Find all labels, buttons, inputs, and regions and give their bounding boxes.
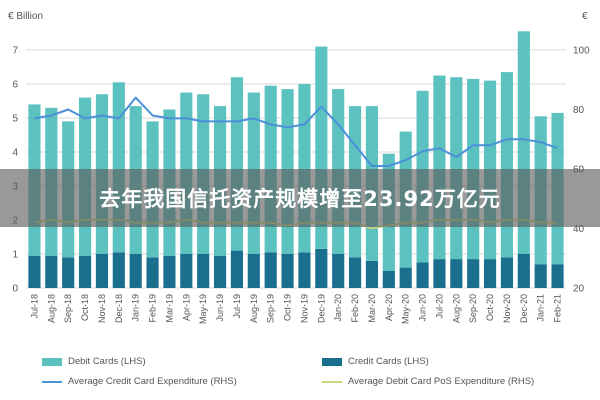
- left-tick-label: 7: [12, 46, 18, 57]
- left-axis-unit: € Billion: [8, 11, 43, 22]
- right-tick-label: 80: [573, 105, 585, 116]
- bar-credit-cards: [213, 255, 227, 288]
- x-tick-label: Feb-20: [350, 294, 360, 323]
- bar-credit-cards: [28, 255, 41, 288]
- x-tick-label: Apr-19: [181, 294, 191, 321]
- bar-credit-cards: [500, 257, 514, 288]
- bar-credit-cards: [247, 254, 260, 288]
- x-tick-label: Jan-21: [536, 294, 546, 322]
- bar-credit-cards: [450, 259, 463, 288]
- bar-credit-cards: [315, 248, 328, 288]
- x-tick-label: Jul-18: [29, 294, 39, 319]
- x-tick-label: May-20: [401, 294, 411, 324]
- x-tick-label: Jun-19: [215, 294, 225, 322]
- x-tick-label: Aug-18: [46, 294, 56, 323]
- legend-item-credit-cards: Credit Cards (LHS): [322, 356, 429, 367]
- bar-credit-cards: [416, 262, 429, 288]
- x-tick-label: Oct-19: [283, 294, 293, 321]
- legend-swatch-credit-cards: [322, 357, 342, 366]
- x-tick-label: Sep-18: [63, 294, 73, 323]
- legend-swatch-avg-credit-expenditure: [42, 380, 62, 383]
- legend-item-avg-credit-expenditure: Average Credit Card Expenditure (RHS): [42, 376, 237, 387]
- x-tick-label: Feb-21: [553, 294, 563, 323]
- x-tick-label: Dec-19: [316, 294, 326, 323]
- bar-series: [28, 31, 564, 288]
- bar-credit-cards: [365, 260, 379, 288]
- x-tick-label: Dec-18: [114, 294, 124, 323]
- bar-credit-cards: [180, 254, 193, 288]
- x-tick-label: Nov-20: [502, 294, 512, 323]
- bar-credit-cards: [197, 254, 210, 288]
- legend-swatch-debit-cards: [42, 357, 62, 366]
- right-tick-label: 20: [573, 284, 585, 295]
- bar-credit-cards: [382, 271, 395, 288]
- left-tick-label: 4: [12, 148, 18, 159]
- legend-item-avg-debit-pos-expenditure: Average Debit Card PoS Expenditure (RHS): [322, 376, 534, 387]
- bar-credit-cards: [399, 267, 412, 288]
- x-tick-label: Apr-20: [384, 294, 394, 321]
- bar-debit-cards: [433, 75, 446, 260]
- x-tick-label: Oct-18: [80, 294, 90, 321]
- x-tick-label: Feb-19: [148, 294, 158, 323]
- bar-credit-cards: [348, 257, 362, 288]
- bar-credit-cards: [62, 257, 75, 288]
- bar-credit-cards: [129, 254, 142, 288]
- right-tick-label: 40: [573, 224, 585, 235]
- x-tick-label: Jul-19: [232, 294, 242, 319]
- x-tick-label: May-19: [198, 294, 208, 324]
- x-tick-label: Nov-19: [299, 294, 309, 323]
- legend-label-debit-cards: Debit Cards (LHS): [68, 356, 146, 367]
- x-tick-label: Nov-18: [97, 294, 107, 323]
- legend-label-credit-cards: Credit Cards (LHS): [348, 356, 429, 367]
- bar-credit-cards: [78, 255, 92, 288]
- left-tick-label: 6: [12, 80, 18, 91]
- bar-credit-cards: [467, 259, 480, 288]
- bar-credit-cards: [483, 259, 497, 288]
- x-tick-label: Jan-19: [131, 294, 141, 322]
- x-tick-label: Sep-19: [266, 294, 276, 323]
- x-tick-label: Mar-19: [164, 294, 174, 323]
- bar-credit-cards: [95, 254, 109, 288]
- bar-credit-cards: [230, 250, 244, 288]
- bar-credit-cards: [534, 264, 547, 288]
- bar-debit-cards: [500, 72, 514, 258]
- left-tick-label: 5: [12, 114, 18, 125]
- x-tick-label: Aug-19: [249, 294, 259, 323]
- bar-credit-cards: [112, 252, 125, 288]
- line-avg-credit-expenditure: [34, 96, 558, 167]
- x-tick-label: Mar-20: [367, 294, 377, 323]
- x-tick-label: Sep-20: [468, 294, 478, 323]
- legend-item-debit-cards: Debit Cards (LHS): [42, 356, 146, 367]
- bar-credit-cards: [264, 252, 277, 288]
- bar-credit-cards: [298, 252, 311, 288]
- bar-credit-cards: [433, 259, 446, 288]
- x-tick-label: Oct-20: [485, 294, 495, 321]
- x-tick-label: Jun-20: [418, 294, 428, 322]
- banner-text: 去年我国信托资产规模增至23.92万亿元: [99, 187, 501, 211]
- bar-credit-cards: [163, 255, 176, 288]
- left-tick-label: 0: [12, 284, 18, 295]
- bar-credit-cards: [45, 255, 58, 288]
- bar-credit-cards: [281, 254, 294, 288]
- right-axis-unit: €: [582, 11, 588, 22]
- bar-credit-cards: [332, 254, 345, 288]
- bar-credit-cards: [551, 264, 564, 288]
- legend-swatch-avg-debit-pos-expenditure: [322, 380, 342, 383]
- x-tick-label: Jan-20: [333, 294, 343, 322]
- left-tick-label: 1: [12, 250, 18, 261]
- bar-credit-cards: [146, 257, 159, 288]
- legend: Debit Cards (LHS) Credit Cards (LHS) Ave…: [0, 356, 600, 396]
- right-tick-label: 100: [573, 46, 590, 57]
- x-tick-label: Jul-20: [434, 294, 444, 319]
- x-tick-label: Dec-20: [519, 294, 529, 323]
- x-tick-label: Aug-20: [451, 294, 461, 323]
- legend-label-avg-credit-expenditure: Average Credit Card Expenditure (RHS): [68, 376, 237, 387]
- bar-credit-cards: [517, 254, 530, 288]
- axes: € Billion € 0123456720406080100Jul-18Aug…: [8, 11, 590, 324]
- title-banner: 去年我国信托资产规模增至23.92万亿元: [0, 169, 600, 227]
- legend-label-avg-debit-pos-expenditure: Average Debit Card PoS Expenditure (RHS): [348, 376, 535, 387]
